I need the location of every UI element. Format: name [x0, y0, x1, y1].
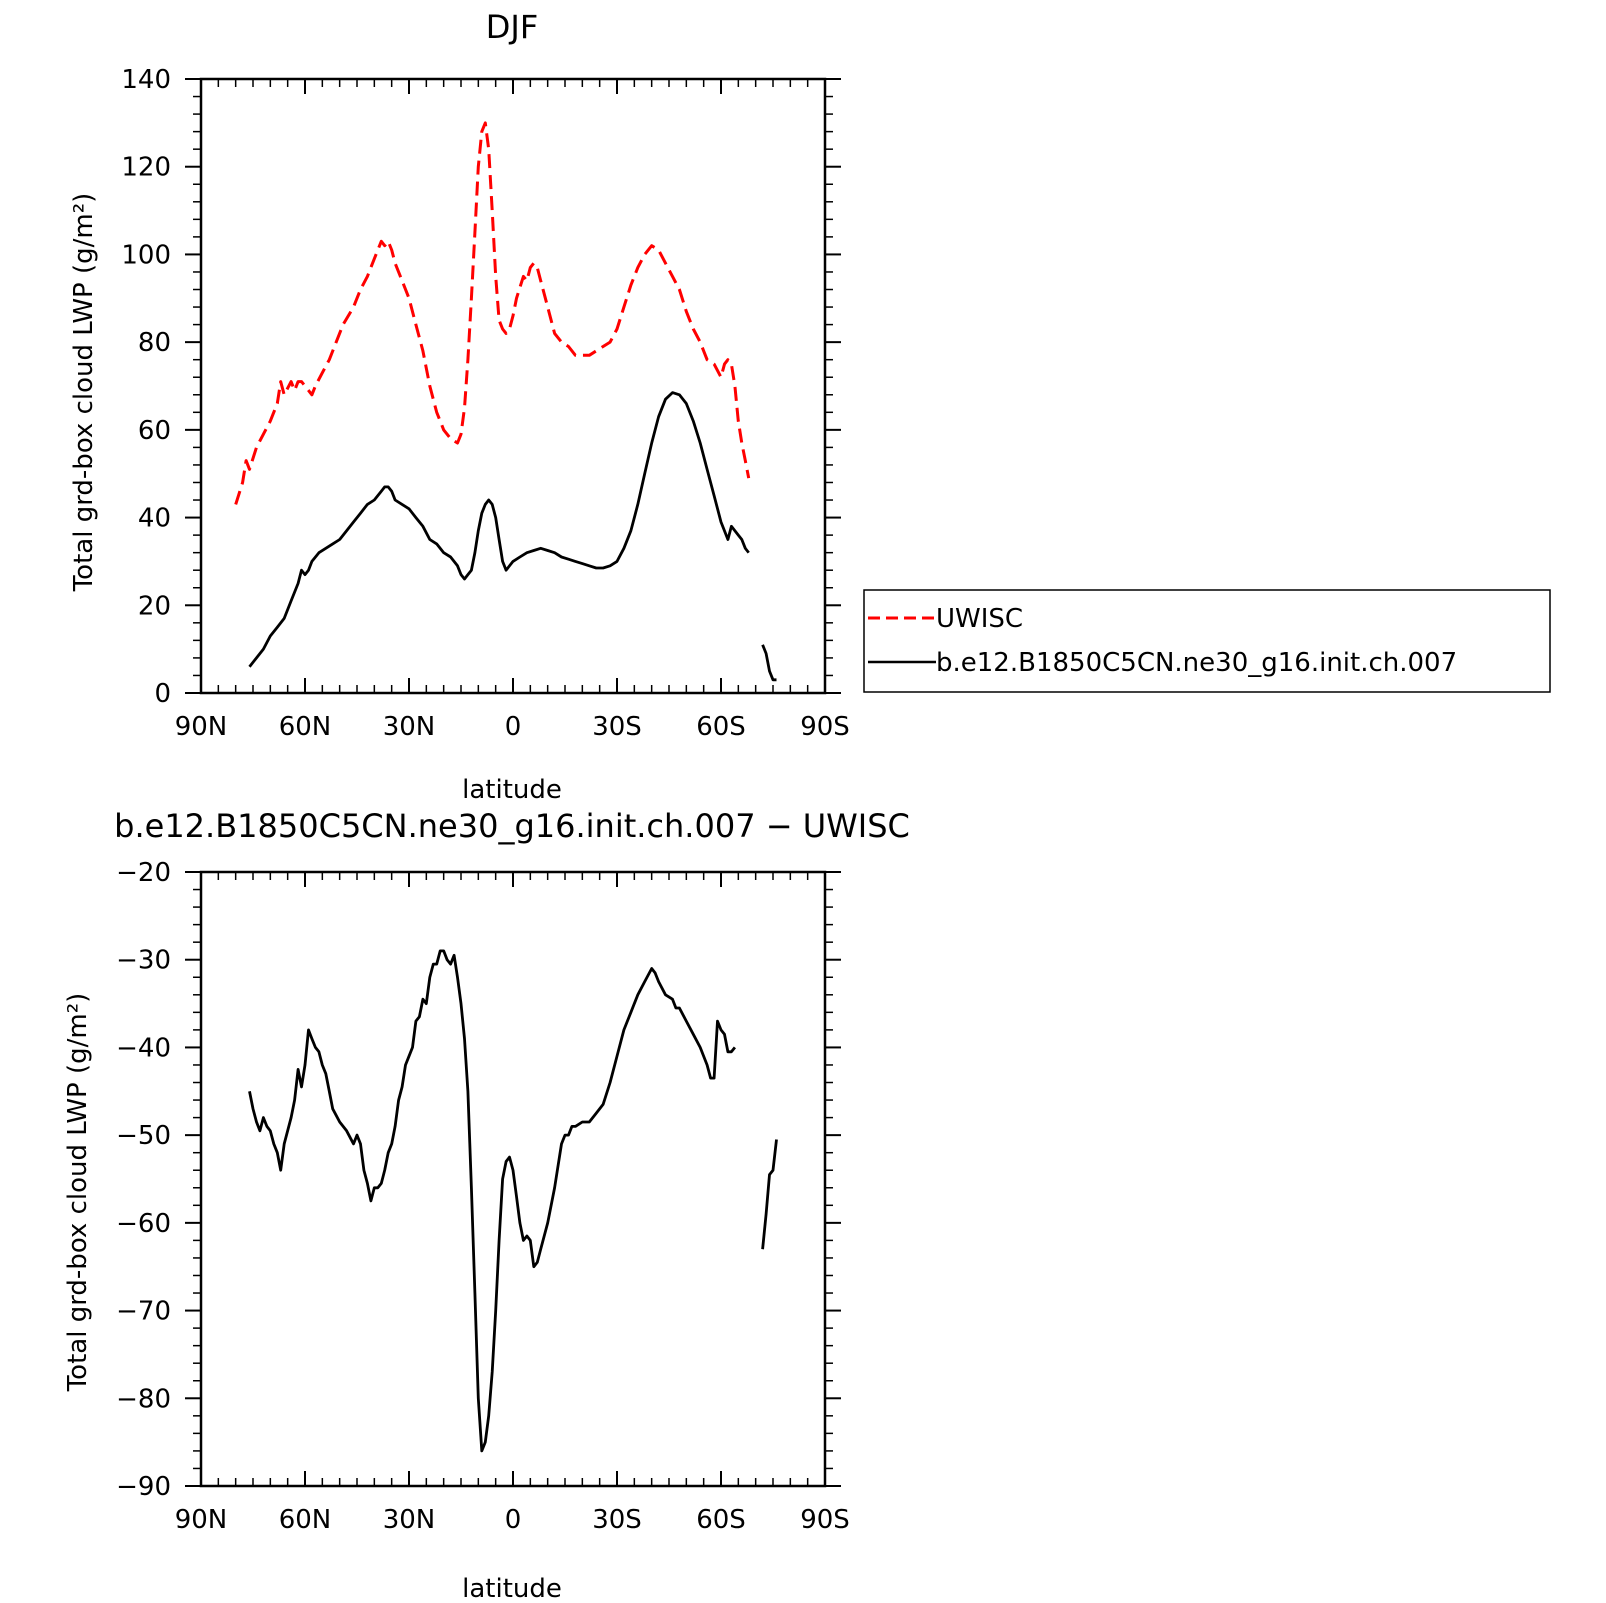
bottom-y-tick-label: −80: [116, 1384, 171, 1414]
bottom-series-0-line-segment-1: [761, 1139, 778, 1250]
top-y-tick-label: 140: [121, 65, 171, 95]
top-chart-panel: DJF 90N 60N 30N 0 30S 60S 90S 0 20 40 60 80 100 120 14…: [69, 8, 1551, 805]
bottom-x-tick-label: 60S: [696, 1505, 746, 1535]
bottom-chart-title: b.e12.B1850C5CN.ne30_g16.init.ch.007 − U…: [114, 807, 910, 845]
top-y-tick-label: 100: [121, 240, 171, 270]
top-chart-y-axis-label: Total grd-box cloud LWP (g/m²): [69, 193, 99, 593]
bottom-x-tick-label: 30N: [383, 1505, 436, 1535]
top-series-1-line-segment-1: [761, 644, 777, 682]
top-y-tick-label: 60: [138, 416, 171, 446]
bottom-y-tick-label: −40: [116, 1033, 171, 1063]
top-x-tick-label: 0: [505, 712, 522, 742]
bottom-x-tick-label: 90N: [175, 1505, 228, 1535]
top-x-tick-label: 30N: [383, 712, 436, 742]
top-y-tick-label: 80: [138, 328, 171, 358]
bottom-chart-plot-area: 90N 60N 30N 0 30S 60S 90S −90 −80 −70 −60 −50 −40 −30…: [116, 858, 850, 1535]
top-y-tick-label: 20: [138, 591, 171, 621]
top-x-tick-label: 90S: [800, 712, 850, 742]
top-series-0-line-segment-0: [234, 121, 751, 505]
legend-label-model: b.e12.B1850C5CN.ne30_g16.init.ch.007: [936, 648, 1457, 678]
top-x-tick-label: 30S: [592, 712, 642, 742]
bottom-y-tick-label: −30: [116, 946, 171, 976]
top-plot-frame: [199, 77, 827, 695]
bottom-x-tick-label: 60N: [279, 1505, 332, 1535]
bottom-y-tick-label: −70: [116, 1297, 171, 1327]
legend: UWISC b.e12.B1850C5CN.ne30_g16.init.ch.0…: [863, 589, 1551, 693]
bottom-y-tick-label: −20: [116, 858, 171, 888]
bottom-x-tick-label: 90S: [800, 1505, 850, 1535]
top-x-tick-label: 60N: [279, 712, 332, 742]
top-series-1-line-segment-0: [248, 391, 750, 668]
bottom-chart-y-axis-label: Total grd-box cloud LWP (g/m²): [63, 993, 93, 1393]
top-chart-plot-area: 90N 60N 30N 0 30S 60S 90S 0 20 40 60 80 100 120 140: [121, 65, 849, 742]
top-x-tick-label: 90N: [175, 712, 228, 742]
legend-label-uwisc: UWISC: [936, 604, 1023, 634]
bottom-y-tick-label: −50: [116, 1121, 171, 1151]
bottom-chart-panel: b.e12.B1850C5CN.ne30_g16.init.ch.007 − U…: [63, 807, 910, 1603]
top-y-tick-label: 0: [154, 679, 171, 709]
bottom-y-tick-label: −60: [116, 1209, 171, 1239]
bottom-y-tick-label: −90: [116, 1472, 171, 1502]
top-y-tick-label: 120: [121, 153, 171, 183]
bottom-x-tick-label: 30S: [592, 1505, 642, 1535]
top-x-tick-label: 60S: [696, 712, 746, 742]
bottom-series-0-line-segment-0: [248, 949, 736, 1453]
top-chart-title: DJF: [486, 8, 538, 46]
legend-box: [863, 589, 1551, 693]
bottom-x-tick-label: 0: [505, 1505, 522, 1535]
top-chart-x-axis-label: latitude: [462, 775, 562, 805]
bottom-chart-x-axis-label: latitude: [462, 1574, 562, 1603]
top-y-tick-label: 40: [138, 504, 171, 534]
